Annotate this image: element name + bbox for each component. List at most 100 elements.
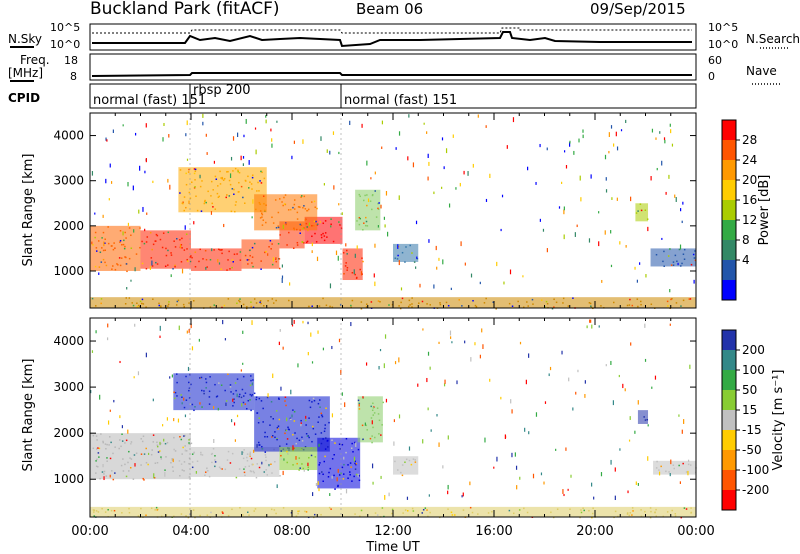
velocity-data-point [349, 473, 351, 476]
velocity-data-point [312, 427, 315, 430]
velocity-data-point [250, 375, 252, 377]
velocity-data-point [231, 508, 233, 511]
power-data-point [413, 261, 416, 263]
power-data-point [180, 261, 183, 263]
velocity-data-point [345, 451, 347, 454]
power-data-point [119, 230, 122, 232]
power-scatter-point [186, 120, 188, 126]
power-data-point [239, 298, 241, 300]
power-data-point [474, 304, 477, 307]
power-data-point [164, 265, 167, 268]
velocity-scatter-point [337, 468, 339, 473]
velocity-data-point [271, 436, 273, 438]
power-data-point [123, 239, 125, 242]
velocity-scatter-point [137, 371, 140, 376]
velocity-scatter-point [364, 422, 366, 426]
power-data-point [235, 201, 237, 203]
velocity-data-point [225, 400, 228, 402]
velocity-scatter-point [570, 474, 572, 478]
velocity-data-point [106, 460, 108, 462]
velocity-data-point [248, 514, 250, 516]
power-data-point [371, 194, 374, 196]
velocity-scatter-point [427, 351, 430, 356]
power-scatter-point [679, 244, 682, 250]
power-scatter-point [186, 158, 189, 161]
power-data-point [226, 194, 228, 196]
velocity-scatter-point [371, 463, 374, 469]
power-scatter-point [639, 262, 641, 265]
power-data-point [635, 212, 638, 214]
velocity-data-point [324, 427, 326, 430]
power-data-point [199, 248, 201, 251]
velocity-scatter-point [575, 391, 577, 395]
velocity-data-point [339, 448, 342, 450]
velocity-data-point [107, 508, 109, 511]
velocity-scatter-point [504, 434, 506, 439]
power-data-point [194, 186, 196, 188]
velocity-data-point [273, 509, 276, 511]
velocity-scatter-point [292, 445, 294, 451]
velocity-data-point [113, 509, 116, 512]
power-colorbar-tick-label: 12 [742, 213, 757, 227]
power-scatter-point [105, 178, 107, 184]
power-data-point [299, 206, 301, 208]
velocity-data-point [216, 395, 219, 397]
velocity-data-point [655, 508, 657, 511]
power-data-point [130, 247, 133, 249]
power-data-point [667, 255, 670, 257]
power-data-point [126, 270, 128, 273]
power-data-point [293, 199, 296, 201]
power-data-point [114, 268, 117, 271]
power-data-point [370, 301, 373, 303]
power-scatter-point [270, 128, 272, 132]
velocity-y-tick-label: 3000 [53, 380, 84, 394]
power-scatter-point [217, 259, 219, 263]
power-region-fill [191, 248, 242, 271]
velocity-data-point [365, 424, 368, 427]
power-data-point [242, 303, 245, 306]
power-data-point [158, 304, 160, 307]
power-data-point [326, 236, 328, 238]
velocity-data-point [469, 506, 472, 509]
power-scatter-point [338, 151, 340, 155]
velocity-data-point [205, 387, 207, 389]
power-data-point [122, 243, 125, 246]
velocity-data-point [95, 472, 97, 474]
velocity-region-fill [317, 437, 361, 489]
power-scatter-point [112, 129, 114, 133]
velocity-data-point [156, 509, 158, 511]
velocity-scatter-point [336, 477, 338, 482]
velocity-data-point [338, 443, 341, 445]
velocity-data-point [124, 463, 126, 466]
velocity-scatter-point [461, 495, 463, 498]
velocity-data-point [191, 453, 194, 455]
power-data-point [314, 232, 316, 235]
velocity-data-point [310, 447, 312, 450]
velocity-data-point [153, 476, 156, 479]
velocity-data-point [285, 443, 288, 445]
velocity-data-point [224, 468, 227, 471]
power-scatter-point [527, 166, 529, 171]
velocity-data-point [427, 515, 429, 518]
velocity-scatter-point [614, 495, 616, 501]
velocity-data-point [246, 456, 248, 459]
velocity-data-point [97, 465, 99, 468]
power-data-point [293, 228, 296, 231]
noise-search-trace [92, 27, 692, 34]
velocity-scatter-point [481, 328, 483, 333]
power-data-point [600, 305, 602, 307]
power-data-point [366, 204, 368, 207]
velocity-scatter-point [109, 409, 111, 412]
power-data-point [191, 181, 193, 184]
velocity-scatter-point [543, 481, 545, 485]
power-data-point [374, 190, 376, 192]
power-scatter-point [311, 242, 313, 247]
power-data-point [666, 300, 669, 303]
power-data-point [644, 209, 647, 211]
power-data-point [306, 240, 309, 243]
power-data-point [320, 236, 323, 239]
velocity-data-point [244, 392, 247, 394]
velocity-scatter-point [612, 400, 614, 406]
velocity-data-point [313, 399, 316, 402]
